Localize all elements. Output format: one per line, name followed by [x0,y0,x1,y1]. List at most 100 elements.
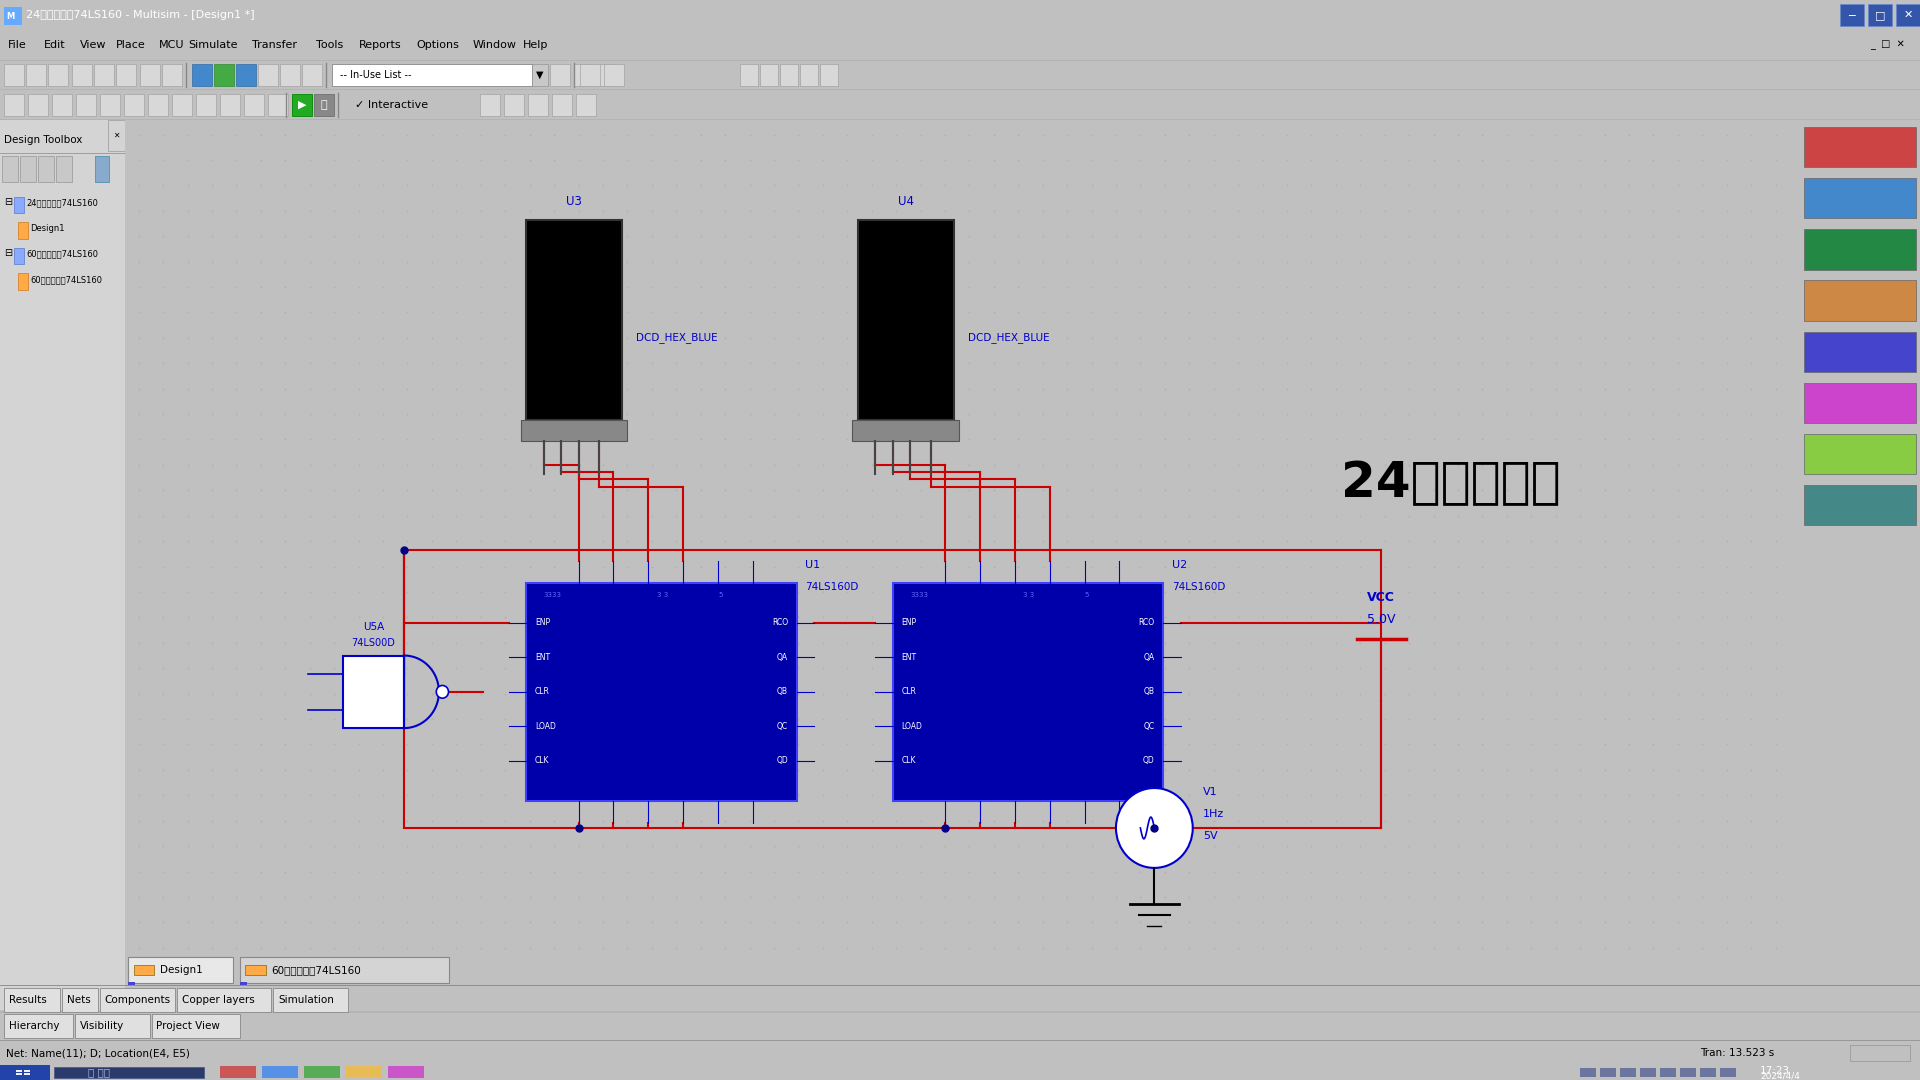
Bar [246,964,267,975]
Bar [4,64,23,86]
Bar [1868,4,1891,26]
Text: MCU: MCU [159,40,184,50]
Bar [13,247,23,265]
Bar [15,1070,21,1072]
Circle shape [1116,788,1192,868]
Bar [1699,1068,1716,1077]
Text: ENP: ENP [900,619,916,627]
Bar [4,988,60,1012]
Text: QC: QC [1142,721,1154,731]
Bar [125,94,144,116]
Text: Options: Options [417,40,459,50]
Bar [576,94,595,116]
Text: ENT: ENT [900,652,916,662]
Text: U3: U3 [566,195,582,208]
Text: Tools: Tools [317,40,344,50]
Text: Transfer: Transfer [252,40,298,50]
Bar [1805,178,1916,218]
Text: Design Toolbox: Design Toolbox [4,135,83,145]
Text: U2: U2 [1171,561,1187,570]
Bar [597,64,618,86]
Text: _  □  ✕: _ □ ✕ [1870,40,1905,50]
Bar [801,64,818,86]
Bar [893,583,1164,800]
Text: Place: Place [115,40,146,50]
Bar [532,64,547,86]
Text: 24进制计数器: 24进制计数器 [1342,459,1561,507]
Bar [13,197,23,213]
Bar [213,64,234,86]
Text: M: M [6,12,13,21]
Text: Visibility: Visibility [79,1021,123,1031]
Text: 74LS160D: 74LS160D [804,582,858,592]
Text: VCC: VCC [1367,591,1396,604]
Text: Reports: Reports [359,40,401,50]
Bar [48,64,67,86]
Bar [23,1074,31,1076]
Bar [528,94,547,116]
Text: QD: QD [776,756,787,766]
Bar [15,1074,21,1076]
Bar [4,6,21,25]
Text: QA: QA [778,652,787,662]
Bar [480,94,499,116]
Bar [1805,434,1916,474]
Text: 24进制计数器74LS160: 24进制计数器74LS160 [27,199,98,207]
Bar [852,419,958,442]
Bar [236,64,255,86]
Text: Net: Name(11); D; Location(E4, E5): Net: Name(11); D; Location(E4, E5) [6,1048,190,1058]
Text: Components: Components [104,995,171,1005]
Bar [0,1065,50,1080]
Text: 3333: 3333 [543,593,561,598]
Text: ≫: ≫ [4,994,15,1003]
Text: 5: 5 [718,593,722,598]
Text: File: File [8,40,27,50]
Bar [17,273,29,289]
Text: □: □ [1874,10,1885,21]
Bar [236,64,255,86]
Text: ⏸: ⏸ [321,100,326,110]
Bar [1805,127,1916,167]
Bar [1680,1068,1695,1077]
Text: ✕: ✕ [113,130,119,139]
Bar [23,1070,31,1072]
Bar [553,94,572,116]
Bar [1895,4,1920,26]
Bar [77,94,96,116]
Text: QB: QB [1142,687,1154,697]
Text: Simulation: Simulation [278,995,334,1005]
Bar [196,94,215,116]
Text: Hierarchy: Hierarchy [10,1021,60,1031]
Text: U5A: U5A [363,622,384,632]
Bar [526,583,797,800]
Bar [2,157,17,183]
Bar [1839,4,1864,26]
Bar [1805,485,1916,525]
Bar [273,988,348,1012]
Text: ▶: ▶ [298,100,307,110]
Text: ENT: ENT [536,652,549,662]
Text: 1Hz: 1Hz [1204,809,1225,819]
Text: Results: Results [10,995,46,1005]
Bar [192,64,211,86]
Text: DCD_HEX_BLUE: DCD_HEX_BLUE [636,333,718,343]
Bar [244,94,265,116]
Bar [100,94,119,116]
Bar [1599,1068,1617,1077]
Text: ✓ Interactive: ✓ Interactive [355,100,428,110]
Text: ⊟: ⊟ [4,197,12,206]
Bar [1805,382,1916,422]
Text: LOAD: LOAD [900,721,922,731]
Bar [129,982,134,985]
Bar [61,988,98,1012]
Text: Design1: Design1 [159,964,202,975]
Bar [1640,1068,1655,1077]
Bar [1580,1068,1596,1077]
Text: RCO: RCO [772,619,787,627]
Text: Tran: 13.523 s: Tran: 13.523 s [1699,1048,1774,1058]
Bar [75,1014,150,1038]
Bar [152,1014,240,1038]
Text: CLR: CLR [900,687,916,697]
Bar [161,64,182,86]
Bar [520,419,628,442]
